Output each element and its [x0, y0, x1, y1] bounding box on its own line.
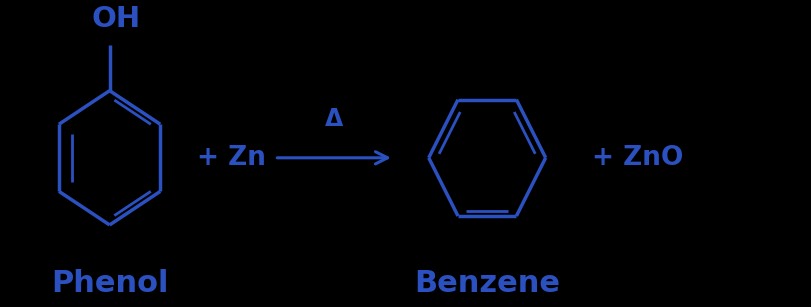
Text: Phenol: Phenol	[51, 269, 168, 297]
Text: Δ: Δ	[324, 107, 343, 131]
Text: OH: OH	[92, 5, 140, 33]
Text: Benzene: Benzene	[414, 269, 560, 297]
Text: + Zn: + Zn	[197, 145, 265, 171]
Text: + ZnO: + ZnO	[591, 145, 682, 171]
